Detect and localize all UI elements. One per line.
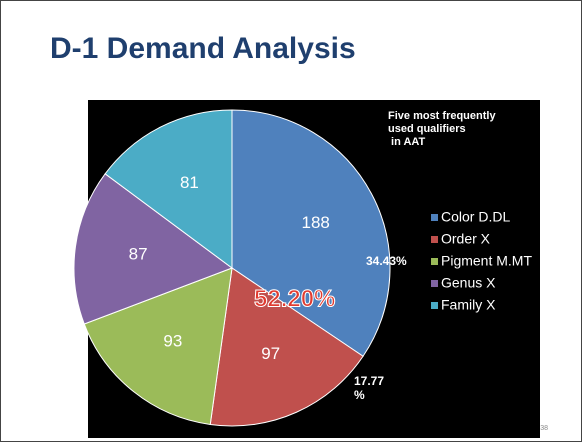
- annotation: 52.20%: [254, 285, 335, 312]
- legend-label: Genus X: [441, 275, 496, 291]
- chart-title: Five most frequently: [388, 110, 496, 122]
- data-label: 188: [301, 213, 329, 232]
- annotation: 17.77: [354, 374, 384, 388]
- pie-slice: [83, 267, 233, 426]
- chart-title: in AAT: [388, 136, 426, 148]
- pie-slice: [73, 173, 234, 325]
- slide-title: D-1 Demand Analysis: [50, 32, 356, 65]
- slide-number: 38: [540, 425, 548, 432]
- legend-swatch: [431, 280, 438, 287]
- data-label: 81: [180, 173, 199, 192]
- annotation: 34.43%: [366, 254, 407, 268]
- legend-label: Color D.DL: [441, 209, 510, 225]
- legend-label: Order X: [441, 231, 491, 247]
- legend-swatch: [431, 302, 438, 309]
- data-label: 97: [261, 344, 280, 363]
- legend-swatch: [431, 214, 438, 221]
- pie-slice: [231, 109, 391, 357]
- annotation: %: [354, 388, 365, 402]
- chart-title: used qualifiers: [388, 123, 466, 135]
- pie-slice: [209, 267, 364, 427]
- data-label: 93: [163, 332, 182, 351]
- data-label: 87: [129, 244, 148, 263]
- pie-slice: [104, 109, 233, 269]
- legend-swatch: [431, 258, 438, 265]
- legend-swatch: [431, 236, 438, 243]
- legend-label: Pigment M.MT: [441, 253, 532, 269]
- legend-label: Family X: [441, 297, 496, 313]
